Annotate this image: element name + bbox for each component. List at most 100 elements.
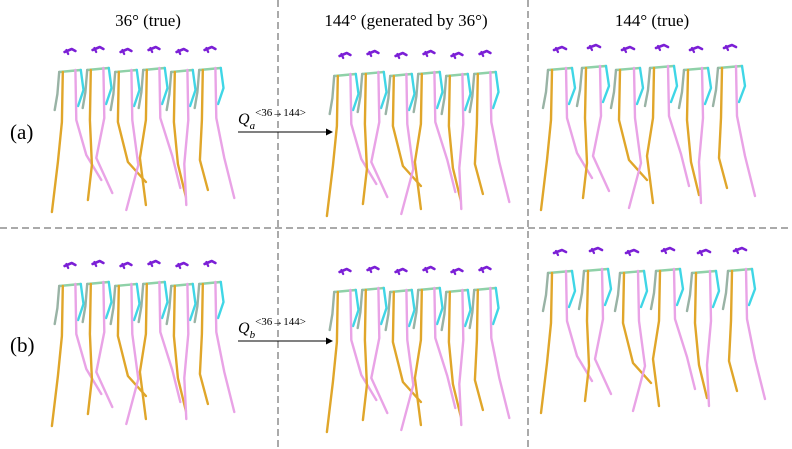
skeleton-right-arm: [463, 72, 472, 112]
skeleton-right-arm: [639, 269, 649, 309]
skeleton-right-arm: [603, 267, 613, 307]
skeleton-head: [149, 260, 154, 268]
skeleton-leg: [672, 267, 697, 391]
skeleton-left-arm: [53, 284, 61, 326]
skeleton-right-arm: [76, 68, 85, 108]
skeleton-right-arm: [435, 70, 444, 110]
skeleton-head: [424, 266, 429, 274]
skeleton-leg: [734, 64, 757, 198]
skeleton-leg: [717, 66, 729, 190]
skeleton-left-arm: [721, 269, 730, 311]
skeleton-left-arm: [81, 282, 89, 324]
skeleton-right-arm: [491, 286, 500, 326]
skeleton-leg: [361, 288, 369, 422]
skeleton-head: [93, 260, 98, 268]
skeleton-left-arm: [109, 284, 117, 326]
skeleton-left-arm: [613, 271, 622, 313]
skeleton-right-arm: [216, 280, 225, 320]
skeleton-head: [698, 249, 704, 257]
skeleton-leg: [413, 72, 423, 211]
skeleton-right-arm: [737, 64, 747, 104]
skeleton-head: [121, 48, 126, 56]
skeleton-left-arm: [193, 282, 201, 324]
skeleton-leg: [473, 288, 485, 412]
skeleton-left-arm: [384, 74, 392, 116]
skeleton-head: [424, 50, 429, 58]
skeleton-panel-b-36-true: [50, 259, 236, 428]
skeleton-left-arm: [643, 66, 652, 108]
skeleton-leg: [697, 66, 705, 205]
skeleton-head: [656, 44, 662, 52]
skeleton-right-arm: [407, 288, 416, 328]
skeleton-leg: [158, 66, 182, 190]
skeleton-left-arm: [193, 68, 201, 110]
skeleton-right-arm: [76, 282, 85, 322]
skeleton-leg: [86, 68, 94, 202]
skeleton-left-arm: [541, 68, 550, 110]
skeleton-head: [554, 46, 560, 54]
skeleton-left-arm: [577, 269, 586, 311]
skeleton-leg: [458, 288, 465, 427]
transform-label-b: Qb<36→144>: [238, 316, 306, 341]
skeleton-leg: [74, 68, 103, 182]
skeleton-left-arm: [165, 70, 173, 112]
skeleton-leg: [50, 70, 64, 214]
skeleton-leg: [86, 282, 94, 416]
skeleton-right-arm: [703, 66, 713, 106]
skeleton-left-arm: [412, 288, 420, 330]
skeleton-panel-a-144-true: [539, 43, 757, 212]
skeleton-leg: [349, 288, 378, 402]
skeleton-right-arm: [188, 68, 197, 108]
skeleton-leg: [198, 68, 210, 192]
skeleton-head: [205, 260, 210, 268]
skeleton-left-arm: [575, 66, 584, 108]
skeleton-panel-b-144-generated: [325, 265, 511, 434]
skeleton-leg: [705, 269, 713, 408]
skeleton-leg: [539, 271, 554, 415]
row-label-a: (a): [10, 120, 33, 144]
skeleton-panel-b-144-true: [539, 246, 767, 415]
skeleton-right-arm: [104, 280, 113, 320]
skeleton-leg: [172, 70, 188, 199]
skeleton-leg: [666, 64, 691, 188]
skeleton-left-arm: [440, 290, 448, 332]
skeleton-right-arm: [435, 286, 444, 326]
skeleton-right-arm: [216, 66, 225, 106]
skeleton-leg: [727, 269, 739, 393]
skeleton-right-arm: [132, 68, 141, 108]
skeleton-head: [724, 44, 730, 52]
skeleton-right-arm: [669, 64, 679, 104]
skeleton-head: [396, 52, 401, 60]
skeleton-leg: [400, 288, 415, 432]
skeleton-right-arm: [567, 269, 577, 309]
skeleton-head: [340, 52, 345, 60]
skeleton-leg: [198, 282, 210, 406]
skeleton-right-arm: [491, 70, 500, 110]
skeleton-head: [590, 247, 596, 255]
skeleton-leg: [645, 66, 656, 205]
skeleton-head: [734, 247, 740, 255]
skeleton-right-arm: [351, 288, 360, 328]
skeleton-head: [662, 247, 668, 255]
skeleton-leg: [458, 72, 465, 211]
skeleton-head: [368, 266, 373, 274]
skeleton-leg: [583, 269, 591, 403]
transform-label-a: Qa<36→144>: [238, 107, 306, 132]
skeleton-leg: [361, 72, 369, 206]
skeleton-right-arm: [132, 282, 141, 322]
skeleton-left-arm: [412, 72, 420, 114]
skeleton-leg: [138, 68, 149, 207]
skeleton-right-arm: [711, 269, 721, 309]
skeleton-leg: [651, 269, 662, 408]
skeleton-left-arm: [137, 68, 145, 110]
skeleton-leg: [50, 284, 64, 428]
skeleton-right-arm: [379, 286, 388, 326]
skeleton-left-arm: [677, 68, 686, 110]
skeleton-leg: [74, 282, 103, 396]
skeleton-leg: [400, 72, 415, 216]
skeleton-left-arm: [165, 284, 173, 326]
skeleton-leg: [564, 269, 594, 383]
skeleton-right-arm: [601, 64, 611, 104]
skeleton-head: [177, 48, 182, 56]
